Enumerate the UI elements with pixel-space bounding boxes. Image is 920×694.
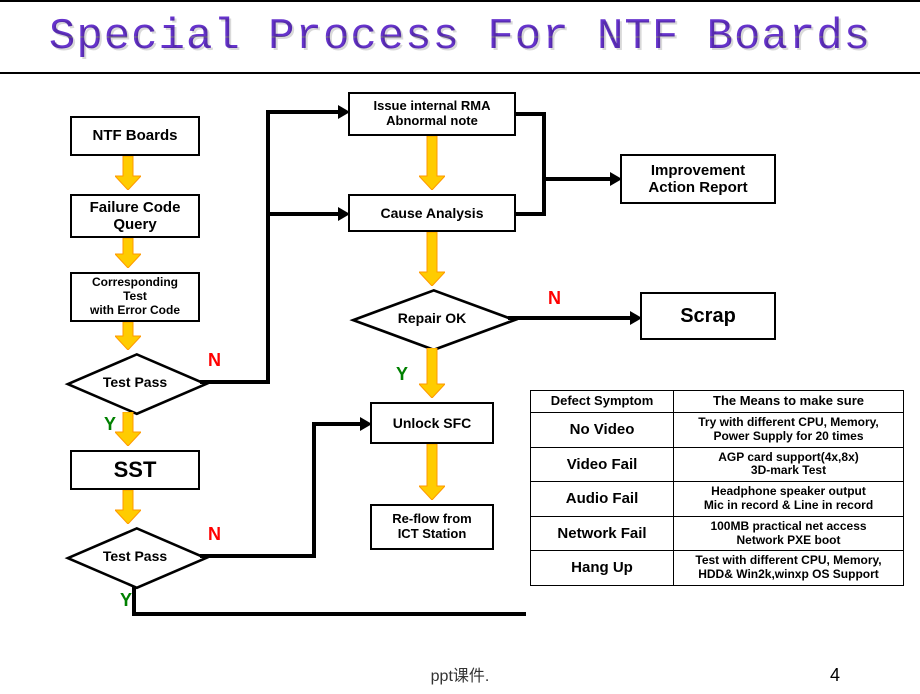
node-reflow: Re-flow fromICT Station (370, 504, 494, 550)
flowchart-canvas: NTF Boards Failure CodeQuery Corresponding… (0, 74, 920, 694)
node-corresponding_test: CorrespondingTestwith Error Code (70, 272, 200, 322)
branch-label-tp2_N: N (208, 524, 221, 545)
table-header: Defect Symptom (531, 391, 674, 413)
defect-table: Defect SymptomThe Means to make sureNo V… (530, 390, 904, 586)
node-improvement: ImprovementAction Report (620, 154, 776, 204)
connector-line (132, 612, 526, 616)
flow-arrow-icon (115, 490, 141, 524)
node-scrap: Scrap (640, 292, 776, 340)
connector-line (542, 177, 610, 181)
branch-label-tp1_Y: Y (104, 414, 116, 435)
table-cell: Hang Up (531, 551, 674, 586)
flow-arrow-icon (115, 322, 141, 350)
arrowhead-icon (338, 207, 350, 221)
table-cell: Network Fail (531, 516, 674, 551)
branch-label-repair_Y: Y (396, 364, 408, 385)
table-header: The Means to make sure (674, 391, 904, 413)
flow-arrow-icon (419, 348, 445, 398)
arrowhead-icon (338, 105, 350, 119)
connector-line (542, 112, 546, 216)
flow-arrow-icon (419, 136, 445, 190)
node-sst: SST (70, 450, 200, 490)
connector-line (200, 380, 270, 384)
table-cell: Video Fail (531, 447, 674, 482)
node-unlock_sfc: Unlock SFC (370, 402, 494, 444)
table-cell: 100MB practical net accessNetwork PXE bo… (674, 516, 904, 551)
decision-test_pass1: Test Pass (70, 354, 200, 410)
node-cause_analysis: Cause Analysis (348, 194, 516, 232)
table-row: Hang UpTest with different CPU, Memory,H… (531, 551, 904, 586)
flow-arrow-icon (419, 444, 445, 500)
branch-label-tp1_N: N (208, 350, 221, 371)
table-cell: Audio Fail (531, 482, 674, 517)
connector-line (266, 110, 270, 384)
decision-label: Test Pass (70, 354, 200, 410)
connector-line (132, 586, 136, 614)
table-cell: No Video (531, 412, 674, 447)
connector-line (312, 422, 360, 426)
connector-line (516, 212, 546, 216)
connector-line (312, 422, 316, 558)
flow-arrow-icon (419, 232, 445, 286)
connector-line (266, 212, 338, 216)
node-issue_rma: Issue internal RMAAbnormal note (348, 92, 516, 136)
decision-label: Test Pass (70, 528, 200, 584)
table-row: Video FailAGP card support(4x,8x)3D-mark… (531, 447, 904, 482)
connector-line (266, 110, 338, 114)
decision-label: Repair OK (356, 290, 508, 346)
table-row: Network Fail100MB practical net accessNe… (531, 516, 904, 551)
connector-line (508, 316, 630, 320)
branch-label-tp2_Y: Y (120, 590, 132, 611)
table-row: No VideoTry with different CPU, Memory,P… (531, 412, 904, 447)
flow-arrow-icon (115, 156, 141, 190)
node-failure_query: Failure CodeQuery (70, 194, 200, 238)
footer-text: ppt课件. (0, 662, 920, 686)
arrowhead-icon (360, 417, 372, 431)
arrowhead-icon (610, 172, 622, 186)
table-cell: AGP card support(4x,8x)3D-mark Test (674, 447, 904, 482)
flow-arrow-icon (115, 412, 141, 446)
title-bar: Special Process For NTF Boards (0, 0, 920, 74)
connector-line (200, 554, 316, 558)
page-title: Special Process For NTF Boards (49, 12, 871, 62)
decision-repair_ok: Repair OK (356, 290, 508, 346)
table-cell: Headphone speaker outputMic in record & … (674, 482, 904, 517)
table-cell: Test with different CPU, Memory,HDD& Win… (674, 551, 904, 586)
table-row: Audio FailHeadphone speaker outputMic in… (531, 482, 904, 517)
flow-arrow-icon (115, 238, 141, 268)
page-number: 4 (830, 665, 840, 686)
node-ntf_boards: NTF Boards (70, 116, 200, 156)
branch-label-repair_N: N (548, 288, 561, 309)
arrowhead-icon (630, 311, 642, 325)
table-cell: Try with different CPU, Memory,Power Sup… (674, 412, 904, 447)
decision-test_pass2: Test Pass (70, 528, 200, 584)
